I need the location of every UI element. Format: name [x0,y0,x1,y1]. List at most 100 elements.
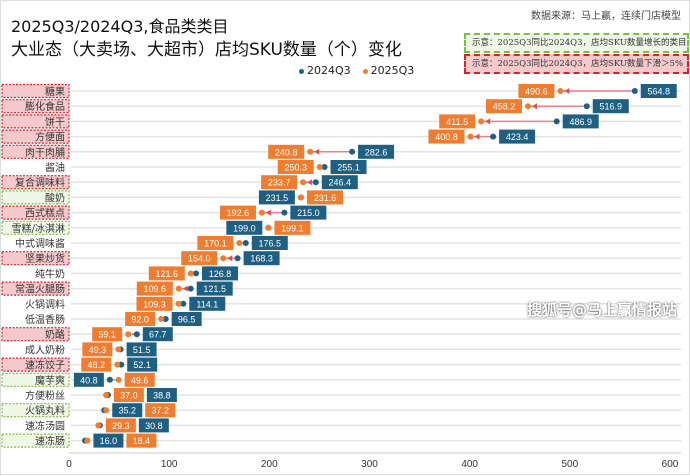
category-highlight-red [1,357,70,372]
legend-dot-2025 [362,68,368,74]
dot-2024 [180,300,187,307]
category-highlight-green [1,433,70,448]
value-label-2024: 40.8 [80,375,98,385]
category-highlight-red [1,205,70,220]
value-label-2025-bg [219,205,256,220]
value-label-2024-bg [73,372,104,387]
category-highlight-red [1,327,70,342]
dot-2024 [583,103,590,110]
value-label-2024-bg [258,190,295,205]
category-label: 速冻肠 [35,435,65,448]
dot-2024 [234,255,241,262]
category-label: 糖果 [45,85,65,98]
value-label-2025: 109.3 [143,299,166,309]
category-label: 火锅丸料 [25,404,65,417]
dot-2025 [115,346,122,353]
dot-2024 [631,88,638,94]
value-label-2025: 59.1 [98,330,116,340]
category-label: 低温香肠 [25,313,65,326]
legend-dot-2024 [299,68,304,74]
value-label-2024: 35.2 [118,406,136,416]
value-label-2024: 114.1 [196,299,218,309]
value-label-2025-bg [428,129,465,144]
arrow-head [531,103,537,110]
dot-2024 [321,164,328,170]
category-highlight-red [1,175,70,190]
arrow-head [485,118,491,125]
value-label-2025: 240.8 [275,147,298,157]
value-label-2024-bg [126,342,157,357]
value-label-2024-bg [243,251,280,266]
arrow-head [265,209,271,216]
dot-2024 [553,118,560,125]
value-label-2024: 51.5 [133,345,151,355]
value-label-2025: 37.2 [151,406,169,416]
category-highlight-red [1,144,70,159]
value-label-2024-bg [189,296,226,311]
x-tick-label: 300 [361,459,378,470]
category-highlight-green [1,403,70,418]
category-label: 方便粉丝 [25,389,65,402]
value-label-2024: 30.8 [145,421,163,431]
category-label: 方便面 [35,131,65,144]
value-label-2025-bg [82,342,113,357]
value-label-2024: 564.8 [647,87,670,97]
value-label-2024: 176.5 [259,239,282,249]
category-label: 饼干 [45,115,65,128]
value-label-2024: 67.7 [149,330,167,340]
value-label-2025-bg [125,312,156,326]
watermark: 搜狐号@马上赢情报站 [526,301,677,319]
legend-2024: 2024Q3 [299,64,351,77]
value-label-2025: 458.2 [493,102,516,112]
dot-2025 [115,376,122,383]
category-label: 成人奶粉 [25,343,65,356]
value-label-2025: 92.0 [131,315,149,325]
category-label: 雪糕/冰淇淋 [12,222,65,235]
category-highlight-red [1,99,70,114]
value-label-2024: 16.0 [100,436,118,446]
data-source: 数据来源：马上赢，连续门店模型 [531,11,681,22]
value-label-2025-bg [268,144,305,159]
value-label-2025: 170.1 [204,239,227,249]
category-label: 肉干肉脯 [25,146,65,159]
category-label: 奶酪 [45,328,65,341]
value-label-2025-bg [439,114,476,129]
value-label-2025-bg [306,190,343,205]
value-label-2024: 486.9 [569,117,592,127]
value-label-2024-bg [146,388,177,402]
dot-2025 [300,179,307,186]
dot-2024 [349,148,356,155]
category-label: 酱油 [45,161,65,174]
value-label-2025-bg [113,388,144,402]
x-tick-label: 500 [561,459,578,470]
value-label-2025-bg [124,372,155,387]
dot-2024 [312,179,319,186]
value-label-2024: 96.5 [178,315,196,325]
value-label-2024-bg [171,312,202,326]
category-highlight-green [1,220,70,235]
value-label-2024: 199.0 [233,223,256,233]
value-label-2025: 29.3 [112,421,130,431]
category-label: 火锅调料 [25,298,65,311]
value-label-2024-bg [499,129,536,144]
value-label-2024: 126.8 [209,269,232,279]
dot-2025 [114,361,121,368]
value-label-2025: 18.4 [133,436,151,446]
value-label-2025: 49.6 [131,375,149,385]
dot-2025 [265,224,272,231]
x-tick-label: 600 [662,459,679,470]
x-tick-label: 100 [161,459,178,470]
value-label-2024: 516.9 [599,102,622,112]
category-highlight-green [1,372,70,387]
value-label-2024-bg [93,433,124,448]
value-label-2025-bg [485,99,522,114]
value-label-2025-bg [145,403,176,418]
value-label-2025-bg [81,357,112,372]
category-label: 酸奶 [45,191,65,204]
legend: 2024Q3 2025Q3 [299,64,414,77]
value-label-2024: 231.5 [266,193,289,203]
value-label-2024: 423.4 [506,132,529,142]
value-label-2024-bg [251,236,288,250]
value-label-2025: 192.6 [227,208,250,218]
